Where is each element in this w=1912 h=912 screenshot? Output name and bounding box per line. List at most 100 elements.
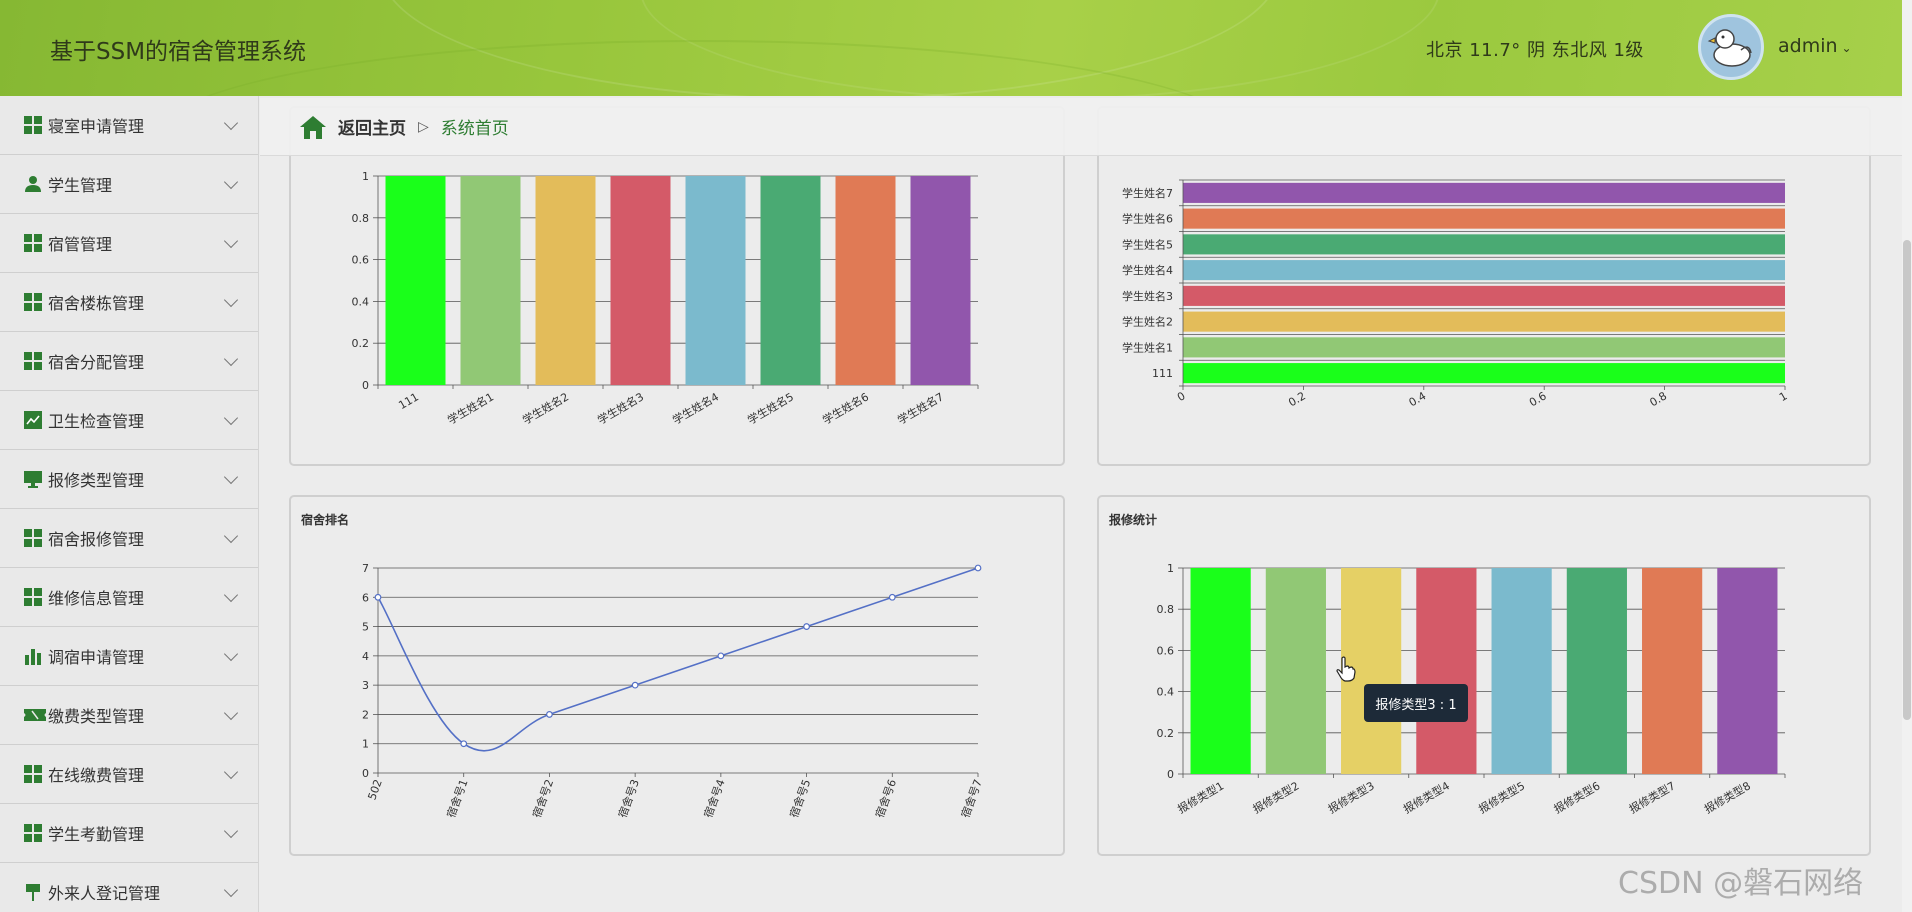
repair-stats-title: 报修统计 xyxy=(1109,513,1158,527)
sidebar-item[interactable]: 宿舍分配管理 xyxy=(0,332,258,391)
dorm-ranking-panel: 宿舍排名 0 1 2 3 4 5 6 7 502 宿舍号1 宿舍号2 宿舍号3 宿舍号4 宿舍号5 宿舍号6… xyxy=(289,495,1065,856)
data-point xyxy=(374,593,382,601)
bar xyxy=(1642,568,1703,774)
data-point xyxy=(974,564,982,572)
x-tick-label: 502 xyxy=(365,778,384,802)
bar xyxy=(1183,285,1785,306)
data-point xyxy=(460,740,468,748)
chevron-down-icon xyxy=(223,823,239,839)
grid-icon xyxy=(24,293,42,311)
bar xyxy=(1566,568,1627,774)
sidebar-item[interactable]: 宿管管理 xyxy=(0,214,258,273)
dorm-ranking-title: 宿舍排名 xyxy=(301,513,350,527)
x-tick-label: 0.2 xyxy=(1286,389,1308,409)
page-scrollbar[interactable] xyxy=(1902,0,1912,912)
y-tick-label: 学生姓名4 xyxy=(1122,263,1173,277)
sidebar-item[interactable]: 调宿申请管理 xyxy=(0,627,258,686)
data-point xyxy=(803,623,810,630)
y-tick-label: 111 xyxy=(1152,367,1173,380)
y-tick-label: 0.8 xyxy=(1157,603,1175,616)
x-tick-label: 报修类型1 xyxy=(1175,778,1226,816)
hand-cursor-icon xyxy=(1336,656,1356,682)
sidebar-item[interactable]: 报修类型管理 xyxy=(0,450,258,509)
user-menu[interactable]: admin ⌄ xyxy=(1778,35,1852,57)
y-tick-label: 1 xyxy=(1167,562,1174,575)
chevron-down-icon xyxy=(223,292,239,308)
sidebar-item-label: 宿舍报修管理 xyxy=(48,530,145,549)
chevron-down-icon xyxy=(223,469,239,485)
bar xyxy=(685,176,746,385)
y-tick-label: 0.6 xyxy=(352,254,370,267)
bar xyxy=(385,176,446,385)
y-tick-label: 学生姓名5 xyxy=(1122,237,1173,251)
back-home-link[interactable]: 返回主页 xyxy=(338,119,406,139)
current-page-link[interactable]: 系统首页 xyxy=(440,119,509,139)
x-tick-label: 宿舍号3 xyxy=(615,777,642,819)
app-title: 基于SSM的宿舍管理系统 xyxy=(50,39,307,65)
student-hbar-chart: 111 学生姓名1 学生姓名2 学生姓名3 学生姓名4 学生姓名5 学生姓名6 学生姓名7 0 0… xyxy=(1122,179,1790,409)
y-tick-label: 0 xyxy=(362,379,369,392)
x-tick-label: 报修类型4 xyxy=(1401,778,1452,816)
breadcrumb-separator: ▷ xyxy=(418,118,429,135)
chevron-down-icon xyxy=(223,351,239,367)
sidebar-item-label: 调宿申请管理 xyxy=(48,648,145,667)
bar xyxy=(1190,568,1251,774)
sidebar-item[interactable]: 缴费类型管理 xyxy=(0,686,258,745)
data-point xyxy=(717,652,725,660)
sidebar-item[interactable]: 维修信息管理 xyxy=(0,568,258,627)
bar xyxy=(1183,363,1785,384)
bar xyxy=(1183,260,1785,281)
dorm-ranking-line-chart: 0 1 2 3 4 5 6 7 502 宿舍号1 宿舍号2 宿舍号3 宿舍号4 宿舍号5 宿舍号6 宿舍号7 xyxy=(362,562,985,820)
y-tick-label: 0.4 xyxy=(1157,686,1175,699)
y-tick-label: 0 xyxy=(1167,768,1174,781)
y-tick-label: 5 xyxy=(362,621,369,634)
x-tick-label: 报修类型2 xyxy=(1250,778,1301,816)
bar xyxy=(1183,182,1785,203)
y-tick-label: 3 xyxy=(362,679,369,692)
sidebar-item-label: 宿舍分配管理 xyxy=(48,353,145,372)
y-tick-label: 0.6 xyxy=(1157,644,1175,657)
x-tick-label: 宿舍号7 xyxy=(958,777,985,819)
sidebar-item-label: 缴费类型管理 xyxy=(48,707,145,726)
sidebar-item[interactable]: 在线缴费管理 xyxy=(0,745,258,804)
repair-stats-bar-chart: 0 0.2 0.4 0.6 0.8 1 报修类型1 报修类型2 报修类型3 报修类型4 报修类型5 报… xyxy=(1157,562,1786,816)
sidebar-item-label: 维修信息管理 xyxy=(48,589,145,608)
sidebar-item[interactable]: 宿舍楼栋管理 xyxy=(0,273,258,332)
user-icon xyxy=(24,175,42,193)
sidebar-item[interactable]: 外来人登记管理 xyxy=(0,863,258,912)
x-tick-label: 0.8 xyxy=(1647,389,1669,409)
x-tick-label: 宿舍号1 xyxy=(444,777,471,819)
flag-icon xyxy=(24,883,42,901)
sidebar-item[interactable]: 学生管理 xyxy=(0,155,258,214)
chevron-down-icon xyxy=(223,764,239,780)
sidebar-item-label: 报修类型管理 xyxy=(48,471,145,490)
bar xyxy=(760,176,821,385)
x-tick-label: 报修类型5 xyxy=(1476,778,1527,816)
chevron-down-icon: ⌄ xyxy=(1841,41,1852,55)
sidebar-item[interactable]: 卫生检查管理 xyxy=(0,391,258,450)
data-point xyxy=(888,593,896,601)
bar xyxy=(1183,337,1785,358)
scrollbar-thumb[interactable] xyxy=(1903,240,1911,720)
sidebar-item[interactable]: 学生考勤管理 xyxy=(0,804,258,863)
y-tick-label: 0.2 xyxy=(352,337,370,350)
avatar[interactable] xyxy=(1698,14,1764,80)
chevron-down-icon xyxy=(223,410,239,426)
x-tick-label: 学生姓名3 xyxy=(595,389,646,427)
y-tick-label: 0.2 xyxy=(1157,727,1175,740)
duck-icon xyxy=(1707,29,1752,67)
chevron-down-icon xyxy=(223,115,239,131)
bar xyxy=(1183,208,1785,229)
bar xyxy=(1416,568,1477,774)
grid-icon xyxy=(24,588,42,606)
x-tick-label: 0 xyxy=(1175,389,1188,404)
bar xyxy=(535,176,596,385)
bar xyxy=(460,176,521,385)
sidebar-item[interactable]: 寝室申请管理 xyxy=(0,96,258,155)
sidebar-item[interactable]: 宿舍报修管理 xyxy=(0,509,258,568)
y-tick-label: 2 xyxy=(362,708,369,721)
home-icon[interactable] xyxy=(298,112,328,142)
x-tick-label: 报修类型7 xyxy=(1626,778,1677,816)
y-tick-label: 学生姓名6 xyxy=(1122,212,1173,226)
